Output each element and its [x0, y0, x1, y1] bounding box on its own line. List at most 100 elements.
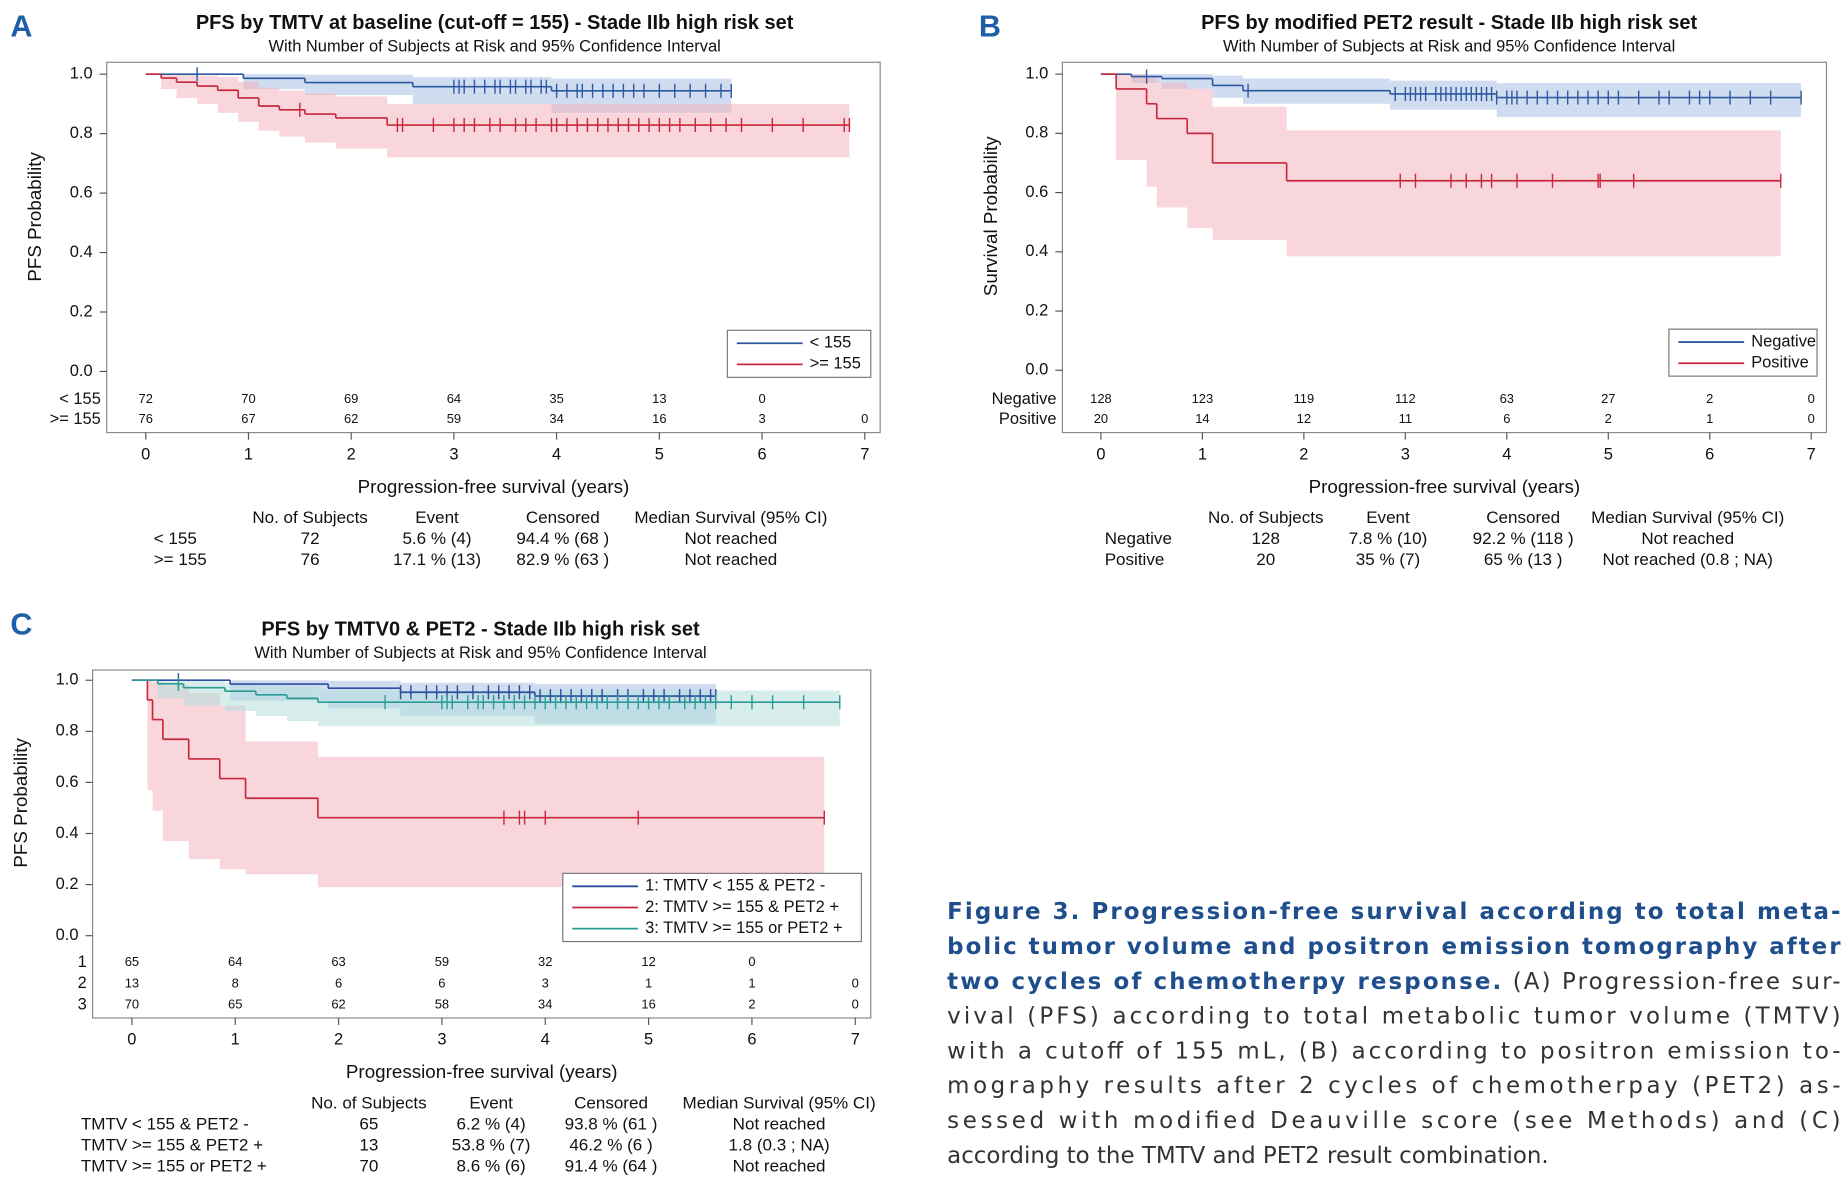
- caption-text: vival (PFS) according to total metabolic…: [947, 1004, 1840, 1030]
- at-risk-count: 59: [435, 954, 449, 969]
- x-axis-label: Progression-free survival (years): [358, 476, 630, 497]
- summary-header: Censored: [1486, 508, 1560, 527]
- at-risk-count: 6: [1503, 411, 1510, 426]
- y-tick-label: 0.4: [56, 824, 79, 842]
- x-tick-label: 5: [655, 445, 664, 463]
- y-tick-label: 1.0: [56, 671, 79, 689]
- y-tick-label: 0.4: [1025, 242, 1048, 260]
- summary-cell: Not reached: [733, 1157, 826, 1176]
- chart-subtitle: With Number of Subjects at Risk and 95% …: [1223, 37, 1675, 55]
- at-risk-count: 12: [1297, 411, 1311, 426]
- y-tick-label: 0.0: [1025, 361, 1048, 379]
- caption-text: with a cutoff of 155 mL, (B) according t…: [947, 1038, 1840, 1064]
- summary-cell: 70: [359, 1157, 378, 1176]
- x-tick-label: 6: [757, 445, 766, 463]
- caption-text: sessed with modified Deauville score (se…: [947, 1108, 1840, 1134]
- x-tick-label: 4: [1502, 445, 1511, 463]
- summary-header: Censored: [526, 508, 600, 527]
- x-tick-label: 3: [449, 445, 458, 463]
- at-risk-count: 69: [344, 391, 358, 406]
- caption-line: sessed with modified Deauville score (se…: [947, 1108, 1840, 1134]
- x-tick-label: 7: [860, 445, 869, 463]
- at-risk-count: 70: [241, 391, 255, 406]
- at-risk-label: 1: [78, 953, 87, 971]
- y-tick-label: 0.8: [1025, 124, 1048, 142]
- x-tick-label: 3: [1401, 445, 1410, 463]
- at-risk-count: 13: [125, 975, 139, 990]
- at-risk-label: Positive: [999, 410, 1057, 428]
- legend-box: [726, 329, 872, 378]
- at-risk-count: 59: [447, 411, 461, 426]
- confidence-band: [1286, 130, 1781, 257]
- confidence-band: [188, 693, 220, 860]
- summary-cell: 92.2 % (118 ): [1473, 529, 1574, 548]
- panel-label: C: [10, 608, 32, 642]
- summary-cell: 76: [301, 550, 320, 569]
- confidence-band: [183, 680, 225, 706]
- summary-cell: TMTV < 155 & PET2 -: [81, 1114, 249, 1133]
- confidence-band: [1212, 75, 1243, 98]
- at-risk-count: 2: [748, 996, 755, 1011]
- confidence-band: [1496, 83, 1802, 118]
- at-risk-count: 64: [447, 391, 461, 406]
- caption-line: vival (PFS) according to total metabolic…: [947, 1004, 1840, 1030]
- at-risk-count: 123: [1192, 391, 1214, 406]
- confidence-band: [304, 74, 413, 95]
- at-risk-count: 8: [232, 975, 239, 990]
- confidence-band: [1212, 106, 1287, 240]
- summary-cell: Not reached: [684, 550, 777, 569]
- at-risk-count: 0: [852, 996, 859, 1011]
- at-risk-count: 16: [641, 996, 655, 1011]
- at-risk-label: Negative: [992, 390, 1057, 408]
- caption-line: two cycles of chemotherpy response. (A) …: [947, 969, 1840, 995]
- at-risk-count: 62: [344, 411, 358, 426]
- confidence-band: [238, 81, 259, 122]
- legend-box: [1668, 328, 1818, 377]
- x-tick-label: 6: [1705, 445, 1714, 463]
- confidence-band: [258, 87, 280, 131]
- at-risk-count: 34: [549, 411, 563, 426]
- confidence-band: [1146, 77, 1157, 187]
- caption-title: bolic tumor volume and positron emission…: [947, 934, 1841, 960]
- summary-cell: 13: [359, 1136, 378, 1155]
- at-risk-count: 65: [228, 996, 242, 1011]
- y-tick-label: 0.0: [70, 362, 93, 380]
- confidence-band: [317, 756, 825, 888]
- at-risk-count: 34: [538, 996, 552, 1011]
- y-tick-label: 0.6: [56, 773, 79, 791]
- at-risk-count: 70: [125, 996, 139, 1011]
- y-tick-label: 1.0: [1025, 64, 1048, 82]
- confidence-band: [152, 681, 163, 811]
- caption-title: Figure 3. Progression-free survival acco…: [947, 899, 1840, 925]
- summary-cell: Not reached: [1641, 529, 1734, 548]
- summary-cell: 53.8 % (7): [452, 1136, 531, 1155]
- chart-subtitle: With Number of Subjects at Risk and 95% …: [269, 37, 721, 55]
- caption-title: two cycles of chemotherpy response.: [947, 969, 1501, 995]
- confidence-band: [304, 93, 336, 143]
- caption-text: according to the TMTV and PET2 result co…: [947, 1143, 1548, 1169]
- summary-cell: 82.9 % (63 ): [516, 550, 609, 569]
- summary-cell: 20: [1256, 550, 1275, 569]
- at-risk-count: 0: [748, 954, 755, 969]
- at-risk-count: 1: [1706, 411, 1713, 426]
- summary-cell: Not reached: [684, 529, 777, 548]
- summary-cell: Positive: [1105, 550, 1165, 569]
- confidence-band: [245, 741, 318, 875]
- confidence-band: [176, 74, 198, 98]
- summary-cell: 35 % (7): [1356, 550, 1420, 569]
- at-risk-label: >= 155: [50, 410, 101, 428]
- summary-cell: 93.8 % (61 ): [565, 1114, 658, 1133]
- at-risk-count: 0: [861, 411, 868, 426]
- y-axis-label: PFS Probability: [10, 737, 31, 867]
- summary-cell: 7.8 % (10): [1349, 529, 1428, 548]
- at-risk-count: 72: [139, 391, 153, 406]
- legend-label: 3: TMTV >= 155 or PET2 +: [645, 919, 843, 937]
- chart-title: PFS by modified PET2 result - Stade IIb …: [1201, 12, 1697, 34]
- at-risk-count: 58: [435, 996, 449, 1011]
- at-risk-count: 64: [228, 954, 242, 969]
- panel-label: B: [979, 9, 1001, 43]
- y-tick-label: 0.8: [56, 722, 79, 740]
- summary-cell: 6.2 % (4): [457, 1114, 526, 1133]
- y-tick-label: 1.0: [70, 65, 93, 83]
- at-risk-count: 0: [1808, 411, 1815, 426]
